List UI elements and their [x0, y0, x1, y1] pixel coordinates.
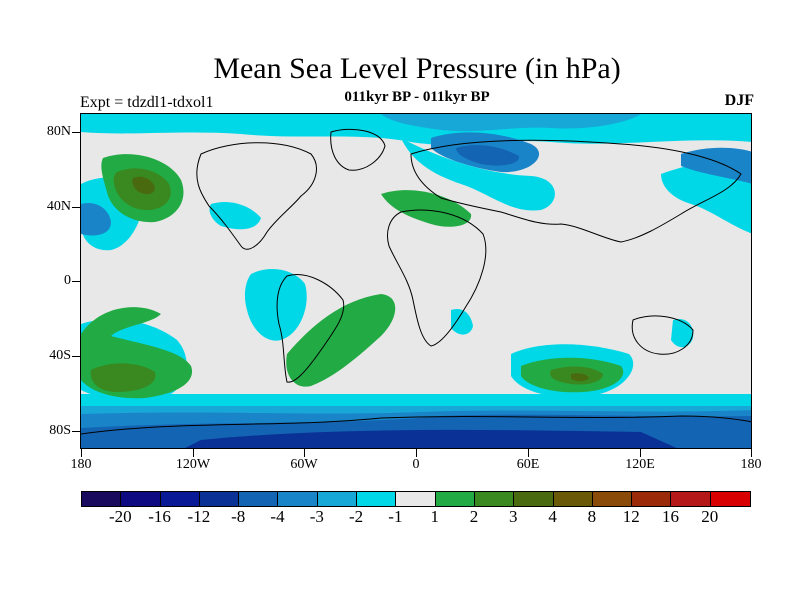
colorbar-swatch	[671, 492, 711, 506]
colorbar-label: 16	[662, 507, 679, 526]
colorbar-label: 12	[622, 507, 640, 526]
lon-tick	[528, 449, 529, 457]
siberia-low-dark	[456, 145, 520, 166]
colorbar-swatch	[317, 492, 358, 506]
colorbar-label: 8	[587, 507, 597, 526]
south-pacific-olive	[90, 363, 156, 392]
colorbar-swatch	[160, 492, 200, 506]
world-map-plot	[80, 113, 752, 449]
greenland-outline	[330, 128, 386, 171]
colorbar-label: -4	[270, 507, 285, 526]
north-america-outline	[196, 142, 317, 250]
antarctica-outline	[81, 415, 751, 435]
colorbar-swatch	[553, 492, 593, 506]
colorbar-swatch	[357, 492, 397, 506]
lon-tick	[416, 449, 417, 457]
colorbar-swatch	[710, 492, 751, 506]
colorbar-swatch	[435, 492, 475, 506]
lon-label-60e: 60E	[516, 457, 540, 472]
north-atlantic-green	[381, 190, 472, 227]
north-pacific-blue	[81, 202, 111, 236]
arctic-band-mid	[381, 114, 641, 132]
colorbar-label: -2	[349, 507, 364, 526]
lat-label-80n: 80N	[46, 124, 71, 139]
eurasia-cyan	[401, 138, 555, 211]
season-label: DJF	[724, 92, 754, 109]
pressure-anomaly-field	[81, 114, 751, 448]
colorbar-label: -20	[108, 507, 132, 526]
colorbar-swatch	[82, 492, 122, 506]
colorbar-label: 4	[548, 507, 557, 526]
australia-cyan	[671, 318, 694, 348]
lat-label-40n: 40N	[46, 199, 71, 214]
antarctic-deep	[185, 429, 677, 448]
colorbar-label: 2	[469, 507, 479, 526]
east-pacific-cyan	[721, 195, 743, 219]
lon-label-180e: 180	[740, 457, 762, 472]
lat-tick	[72, 132, 80, 133]
lat-tick	[72, 431, 80, 432]
colorbar-swatch	[592, 492, 633, 506]
colorbar-label: -3	[309, 507, 324, 526]
lat-label-80s: 80S	[49, 423, 71, 438]
colorbar-swatch	[632, 492, 672, 506]
lon-label-120w: 120W	[175, 457, 211, 472]
colorbar-swatch	[278, 492, 318, 506]
colorbar-label: 3	[509, 507, 518, 526]
colorbar-label: -12	[187, 507, 211, 526]
lon-tick	[193, 449, 194, 457]
lon-label-180w: 180	[70, 457, 92, 472]
lon-tick	[304, 449, 305, 457]
chart-title: Mean Sea Level Pressure (in hPa)	[213, 52, 621, 85]
lon-tick	[751, 449, 752, 457]
south-america-outline	[276, 274, 345, 383]
north-pacific-core	[132, 176, 155, 195]
indian-ocean-cyan	[451, 308, 473, 335]
colorbar-label: -16	[148, 507, 171, 526]
colorbar-swatch	[239, 492, 279, 506]
eurasia-outline	[410, 139, 742, 243]
australia-outline	[631, 315, 694, 355]
colorbar-swatch	[474, 492, 515, 506]
south-indian-core	[571, 373, 589, 382]
colorbar-swatch	[199, 492, 240, 506]
tropical-pacific-cyan	[244, 269, 307, 341]
lat-tick	[72, 356, 80, 357]
south-atlantic-green	[286, 294, 396, 387]
lat-label-40s: 40S	[49, 348, 71, 363]
north-america-cyan	[209, 201, 261, 230]
colorbar	[81, 491, 752, 507]
lon-tick	[640, 449, 641, 457]
experiment-label: Expt = tdzdl1-tdxol1	[80, 94, 214, 111]
colorbar-label: -8	[231, 507, 246, 526]
lat-label-0: 0	[64, 273, 71, 288]
lon-label-0: 0	[412, 457, 420, 472]
lat-tick	[72, 207, 80, 208]
colorbar-label: 1	[430, 507, 439, 526]
colorbar-swatch	[121, 492, 161, 506]
coastlines	[81, 128, 751, 435]
colorbar-swatch	[396, 492, 436, 506]
lon-label-60w: 60W	[290, 457, 318, 472]
arctic-blue-right	[681, 147, 751, 184]
chart-subtitle: 011kyr BP - 011kyr BP	[344, 89, 490, 105]
colorbar-label: -1	[388, 507, 403, 526]
lon-tick	[81, 449, 82, 457]
lat-tick	[72, 281, 80, 282]
lon-label-120e: 120E	[625, 457, 655, 472]
colorbar-swatch	[514, 492, 554, 506]
colorbar-label: 20	[701, 507, 719, 526]
africa-outline	[387, 209, 487, 347]
